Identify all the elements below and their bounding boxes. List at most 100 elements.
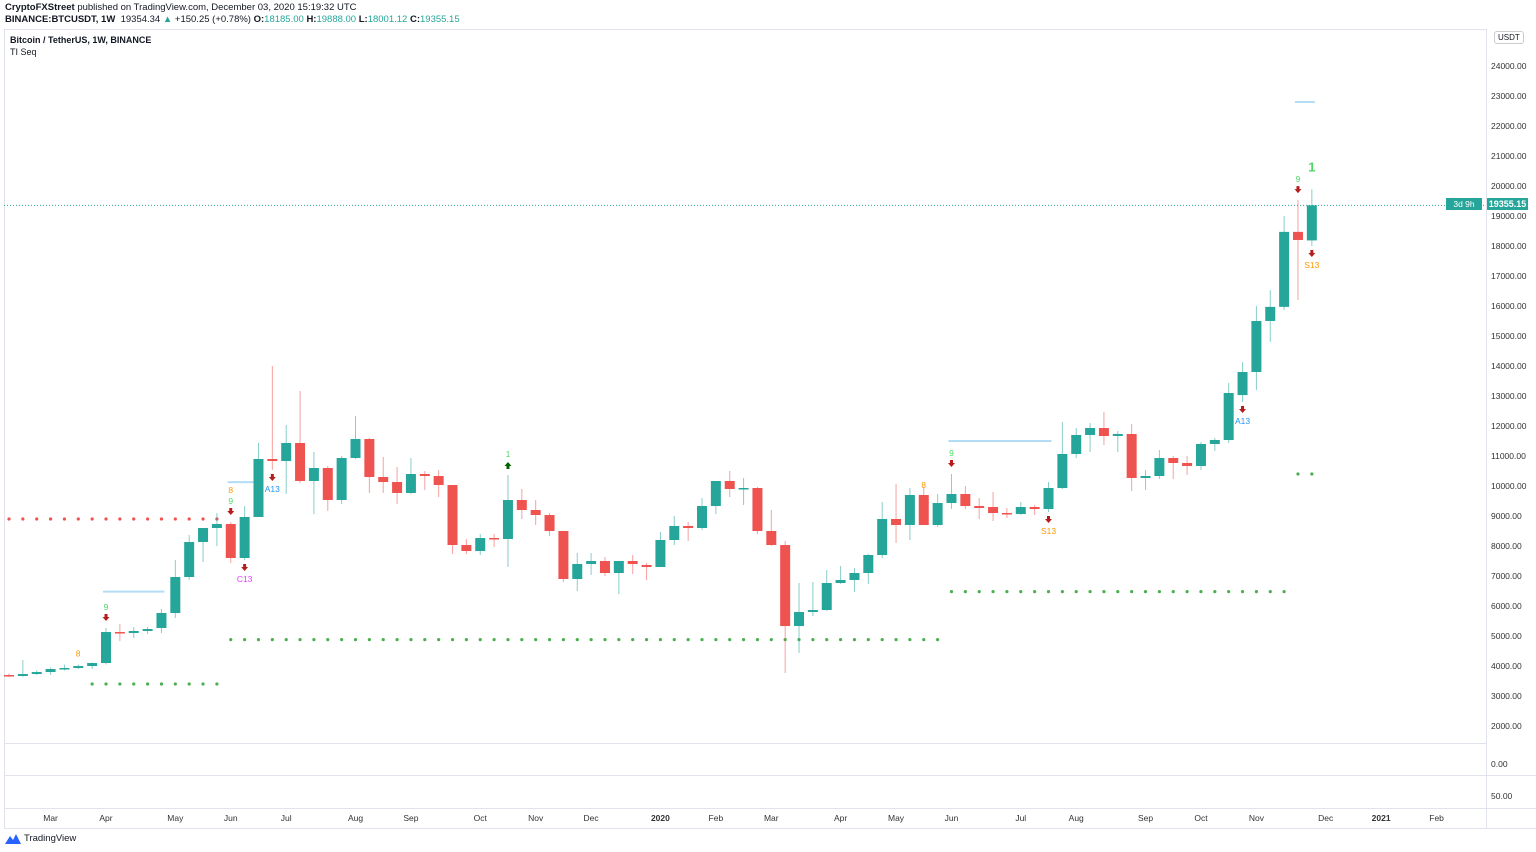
candle	[960, 485, 971, 510]
candle-body	[1140, 476, 1151, 478]
candle	[225, 522, 236, 564]
td-support-dot	[395, 638, 399, 642]
candle	[835, 566, 846, 585]
td-support-dot	[686, 638, 690, 642]
td-support-dot	[1213, 590, 1217, 594]
tradingview-logo[interactable]: TradingView	[5, 833, 76, 844]
candle	[1195, 441, 1206, 471]
arrow-down-icon	[227, 508, 235, 516]
candle-body	[1126, 434, 1137, 478]
up-triangle-icon: ▲	[162, 14, 173, 25]
candle	[419, 470, 430, 490]
td-support-dot	[437, 638, 441, 642]
price-tick-label: 20000.00	[1491, 181, 1527, 191]
td-support-dot	[118, 682, 122, 686]
candle	[156, 609, 167, 634]
candle	[73, 664, 84, 670]
candle	[599, 557, 610, 577]
candle-body	[544, 515, 555, 532]
candle-body	[766, 531, 777, 546]
td-resistance-dot	[48, 517, 53, 521]
candle	[1292, 200, 1303, 300]
td-support-dot	[575, 638, 579, 642]
candle	[849, 567, 860, 592]
candle-body	[281, 443, 292, 462]
candle	[447, 485, 458, 555]
candle	[461, 539, 472, 555]
candle-body	[1098, 428, 1109, 436]
td-support-dot	[243, 638, 247, 642]
candle	[752, 486, 763, 535]
candle	[1237, 362, 1248, 402]
td-support-dot	[326, 638, 330, 642]
candle-body	[405, 473, 416, 493]
candle	[31, 670, 42, 676]
candle-body	[877, 519, 888, 556]
td-support-dot	[353, 638, 358, 642]
time-tick-label: Sep	[403, 813, 418, 823]
td-support-dot	[201, 682, 205, 686]
td-support-dot	[714, 638, 718, 642]
candle-body	[1168, 458, 1179, 463]
publish-info: CryptoFXStreet published on TradingView.…	[5, 2, 357, 13]
candle-body	[724, 480, 735, 489]
time-tick-label: May	[167, 813, 184, 823]
candle-body	[128, 631, 139, 634]
candle	[392, 467, 403, 504]
indicator-legend[interactable]: TI Seq	[10, 47, 37, 57]
candle	[863, 554, 874, 585]
candle-body	[683, 525, 694, 529]
candle	[1001, 507, 1012, 519]
td-count-label: 8	[921, 480, 926, 490]
chart-legend-title[interactable]: Bitcoin / TetherUS, 1W, BINANCE	[10, 35, 152, 45]
td-resistance-dot	[201, 517, 205, 521]
candle-body	[419, 473, 430, 477]
td-support-dot	[1143, 590, 1148, 594]
td-support-dot	[963, 590, 967, 594]
candle	[405, 458, 416, 495]
currency-badge[interactable]: USDT	[1494, 31, 1524, 44]
td-support-dot	[1046, 590, 1051, 594]
candle	[1140, 470, 1151, 490]
td-support-dot	[852, 638, 857, 642]
td-support-dot	[1310, 472, 1314, 476]
td-support-dot	[492, 638, 496, 642]
candle	[558, 531, 569, 583]
td-support-dot	[1019, 590, 1023, 594]
td-resistance-dot	[104, 517, 108, 521]
candle-body	[752, 488, 763, 532]
candle-body	[655, 540, 666, 568]
arrow-down-icon	[1294, 186, 1302, 194]
candle-body	[710, 480, 721, 507]
candle-body	[516, 500, 527, 510]
brand-name: TradingView	[24, 833, 77, 844]
candle	[184, 534, 195, 580]
price-tick-label: 7000.00	[1491, 571, 1522, 581]
td-resistance-dot	[90, 517, 94, 521]
td-count-label: 1	[506, 449, 511, 459]
candle	[613, 561, 624, 595]
candle-body	[974, 506, 985, 508]
published-text: published on TradingView.com, December 0…	[77, 2, 357, 13]
candle	[1265, 290, 1276, 342]
candle-body	[1057, 453, 1068, 489]
td-support-dot	[880, 638, 884, 642]
candle-body	[1223, 392, 1234, 441]
candle	[378, 456, 389, 493]
td-resistance-dot	[35, 517, 39, 521]
main-pane-border	[4, 29, 1487, 744]
td-count-label: 8	[76, 648, 81, 658]
td-support-dot	[922, 638, 926, 642]
candle-body	[475, 537, 486, 552]
price-tick-label: 16000.00	[1491, 301, 1527, 311]
candle-body	[780, 545, 791, 627]
candle-body	[364, 438, 375, 477]
candle	[1279, 215, 1290, 310]
candle-body	[1279, 231, 1290, 307]
td-support-dot	[1157, 590, 1161, 594]
td-support-dot	[1227, 590, 1231, 594]
candle	[45, 667, 56, 676]
price-tick-label: 14000.00	[1491, 361, 1527, 371]
time-tick-label: Jun	[224, 813, 238, 823]
